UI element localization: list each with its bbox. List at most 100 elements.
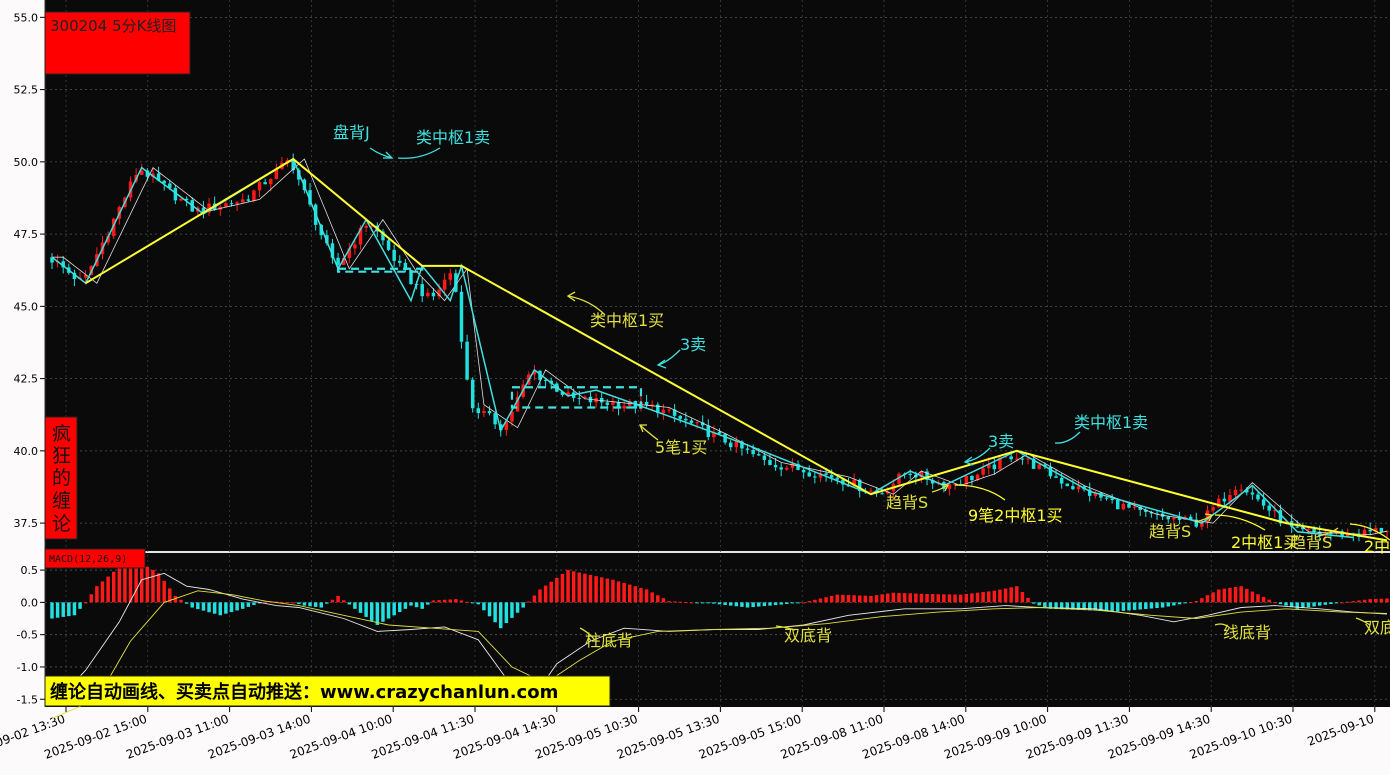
- candle-body: [751, 449, 755, 455]
- annotation-label: 类中枢1卖: [1074, 413, 1148, 432]
- macd-histogram-bar: [515, 602, 520, 613]
- macd-histogram-bar: [902, 593, 907, 603]
- macd-histogram-bar: [925, 593, 929, 603]
- macd-histogram-bar: [95, 586, 99, 603]
- macd-histogram-bar: [302, 602, 307, 606]
- macd-histogram-bar: [1273, 602, 1277, 604]
- macd-histogram-bar: [549, 581, 553, 603]
- macd-histogram-bar: [448, 599, 452, 603]
- candle-body: [173, 187, 178, 201]
- candle-body: [229, 203, 234, 205]
- candle-body: [1144, 509, 1148, 512]
- candle-body: [611, 402, 615, 405]
- pivot-zone: [336, 267, 424, 273]
- candle-body: [583, 396, 587, 399]
- annotation-label: 趋背S: [1290, 533, 1332, 552]
- macd-histogram-bar: [100, 581, 105, 603]
- candle-body: [1121, 503, 1126, 510]
- macd-histogram-bar: [1009, 587, 1013, 603]
- candle-body: [762, 455, 767, 461]
- macd-histogram-bar: [55, 602, 60, 618]
- candle-body: [476, 408, 481, 414]
- macd-histogram-bar: [313, 602, 318, 607]
- candle-body: [1261, 499, 1266, 506]
- macd-histogram-bar: [1362, 599, 1367, 603]
- candle-body: [829, 474, 834, 478]
- macd-histogram-bar: [919, 593, 924, 603]
- side-label-box: [44, 416, 78, 540]
- candle-body: [409, 269, 413, 284]
- candle-body: [1239, 489, 1243, 491]
- candle-body: [869, 490, 873, 492]
- macd-histogram-bar: [527, 601, 531, 603]
- macd-histogram-bar: [1340, 602, 1344, 604]
- macd-histogram-bar: [67, 602, 71, 617]
- macd-histogram-bar: [857, 595, 862, 603]
- macd-histogram-bar: [1250, 591, 1255, 603]
- candle-body: [919, 471, 924, 478]
- macd-histogram-bar: [1160, 602, 1165, 608]
- macd-histogram-bar: [1144, 602, 1148, 609]
- macd-histogram-bar: [588, 574, 593, 603]
- macd-histogram-bar: [1121, 602, 1126, 611]
- macd-histogram-bar: [1149, 602, 1154, 609]
- y-tick-label: 40.0: [14, 445, 39, 458]
- macd-histogram-bar: [162, 580, 166, 603]
- macd-histogram-bar: [964, 593, 969, 603]
- y-tick-label: 42.5: [14, 373, 39, 386]
- candle-body: [700, 422, 705, 426]
- candle-body: [728, 442, 733, 448]
- macd-label: MACD(12,26,9): [49, 554, 127, 565]
- candle-body: [616, 402, 621, 409]
- macd-histogram-bar: [1116, 602, 1120, 612]
- candle-body: [106, 236, 110, 243]
- macd-histogram-bar: [1127, 602, 1131, 611]
- macd-histogram-bar: [846, 595, 851, 603]
- macd-histogram-bar: [83, 602, 88, 604]
- macd-histogram-bar: [1093, 602, 1098, 611]
- macd-histogram-bar: [212, 602, 217, 614]
- macd-histogram-bar: [1194, 601, 1199, 603]
- candle-body: [695, 422, 699, 424]
- candle-body: [801, 469, 806, 473]
- candle-body: [1031, 458, 1036, 469]
- candle-body: [482, 411, 486, 414]
- macd-histogram-bar: [297, 602, 301, 604]
- candle-body: [818, 473, 823, 478]
- macd-histogram-bar: [280, 601, 284, 603]
- macd-histogram-bar: [1177, 602, 1182, 605]
- macd-histogram-bar: [1374, 598, 1378, 603]
- candle-body: [661, 409, 666, 414]
- macd-histogram-bar: [336, 595, 340, 603]
- macd-histogram-bar: [1200, 598, 1204, 603]
- candle-body: [757, 454, 761, 456]
- candle-body: [717, 431, 722, 434]
- macd-histogram-bar: [560, 573, 565, 603]
- annotation-label: 3卖: [680, 335, 706, 354]
- macd-histogram-bar: [487, 602, 492, 617]
- macd-histogram-bar: [914, 593, 918, 603]
- candle-body: [1104, 497, 1109, 499]
- candle-body: [308, 190, 312, 205]
- macd-histogram-bar: [358, 602, 363, 613]
- macd-histogram-bar: [156, 573, 161, 603]
- candle-body: [353, 244, 357, 249]
- macd-histogram-bar: [656, 595, 660, 603]
- macd-annotation: 双底: [1364, 618, 1390, 637]
- macd-histogram-bar: [891, 592, 896, 603]
- macd-histogram-bar: [773, 602, 778, 606]
- candle-body: [291, 160, 295, 171]
- macd-histogram-bar: [689, 602, 694, 604]
- macd-histogram-bar: [1228, 587, 1232, 603]
- macd-histogram-bar: [201, 602, 206, 611]
- macd-histogram-bar: [1323, 602, 1328, 605]
- macd-histogram-bar: [1306, 602, 1311, 608]
- macd-histogram-bar: [908, 593, 912, 603]
- candle-body: [50, 257, 54, 263]
- candle-body: [813, 476, 817, 478]
- candle-body: [841, 479, 845, 485]
- macd-histogram-bar: [1183, 602, 1187, 604]
- macd-histogram-bar: [274, 601, 279, 603]
- candle-body: [897, 473, 901, 484]
- macd-histogram-bar: [684, 602, 688, 604]
